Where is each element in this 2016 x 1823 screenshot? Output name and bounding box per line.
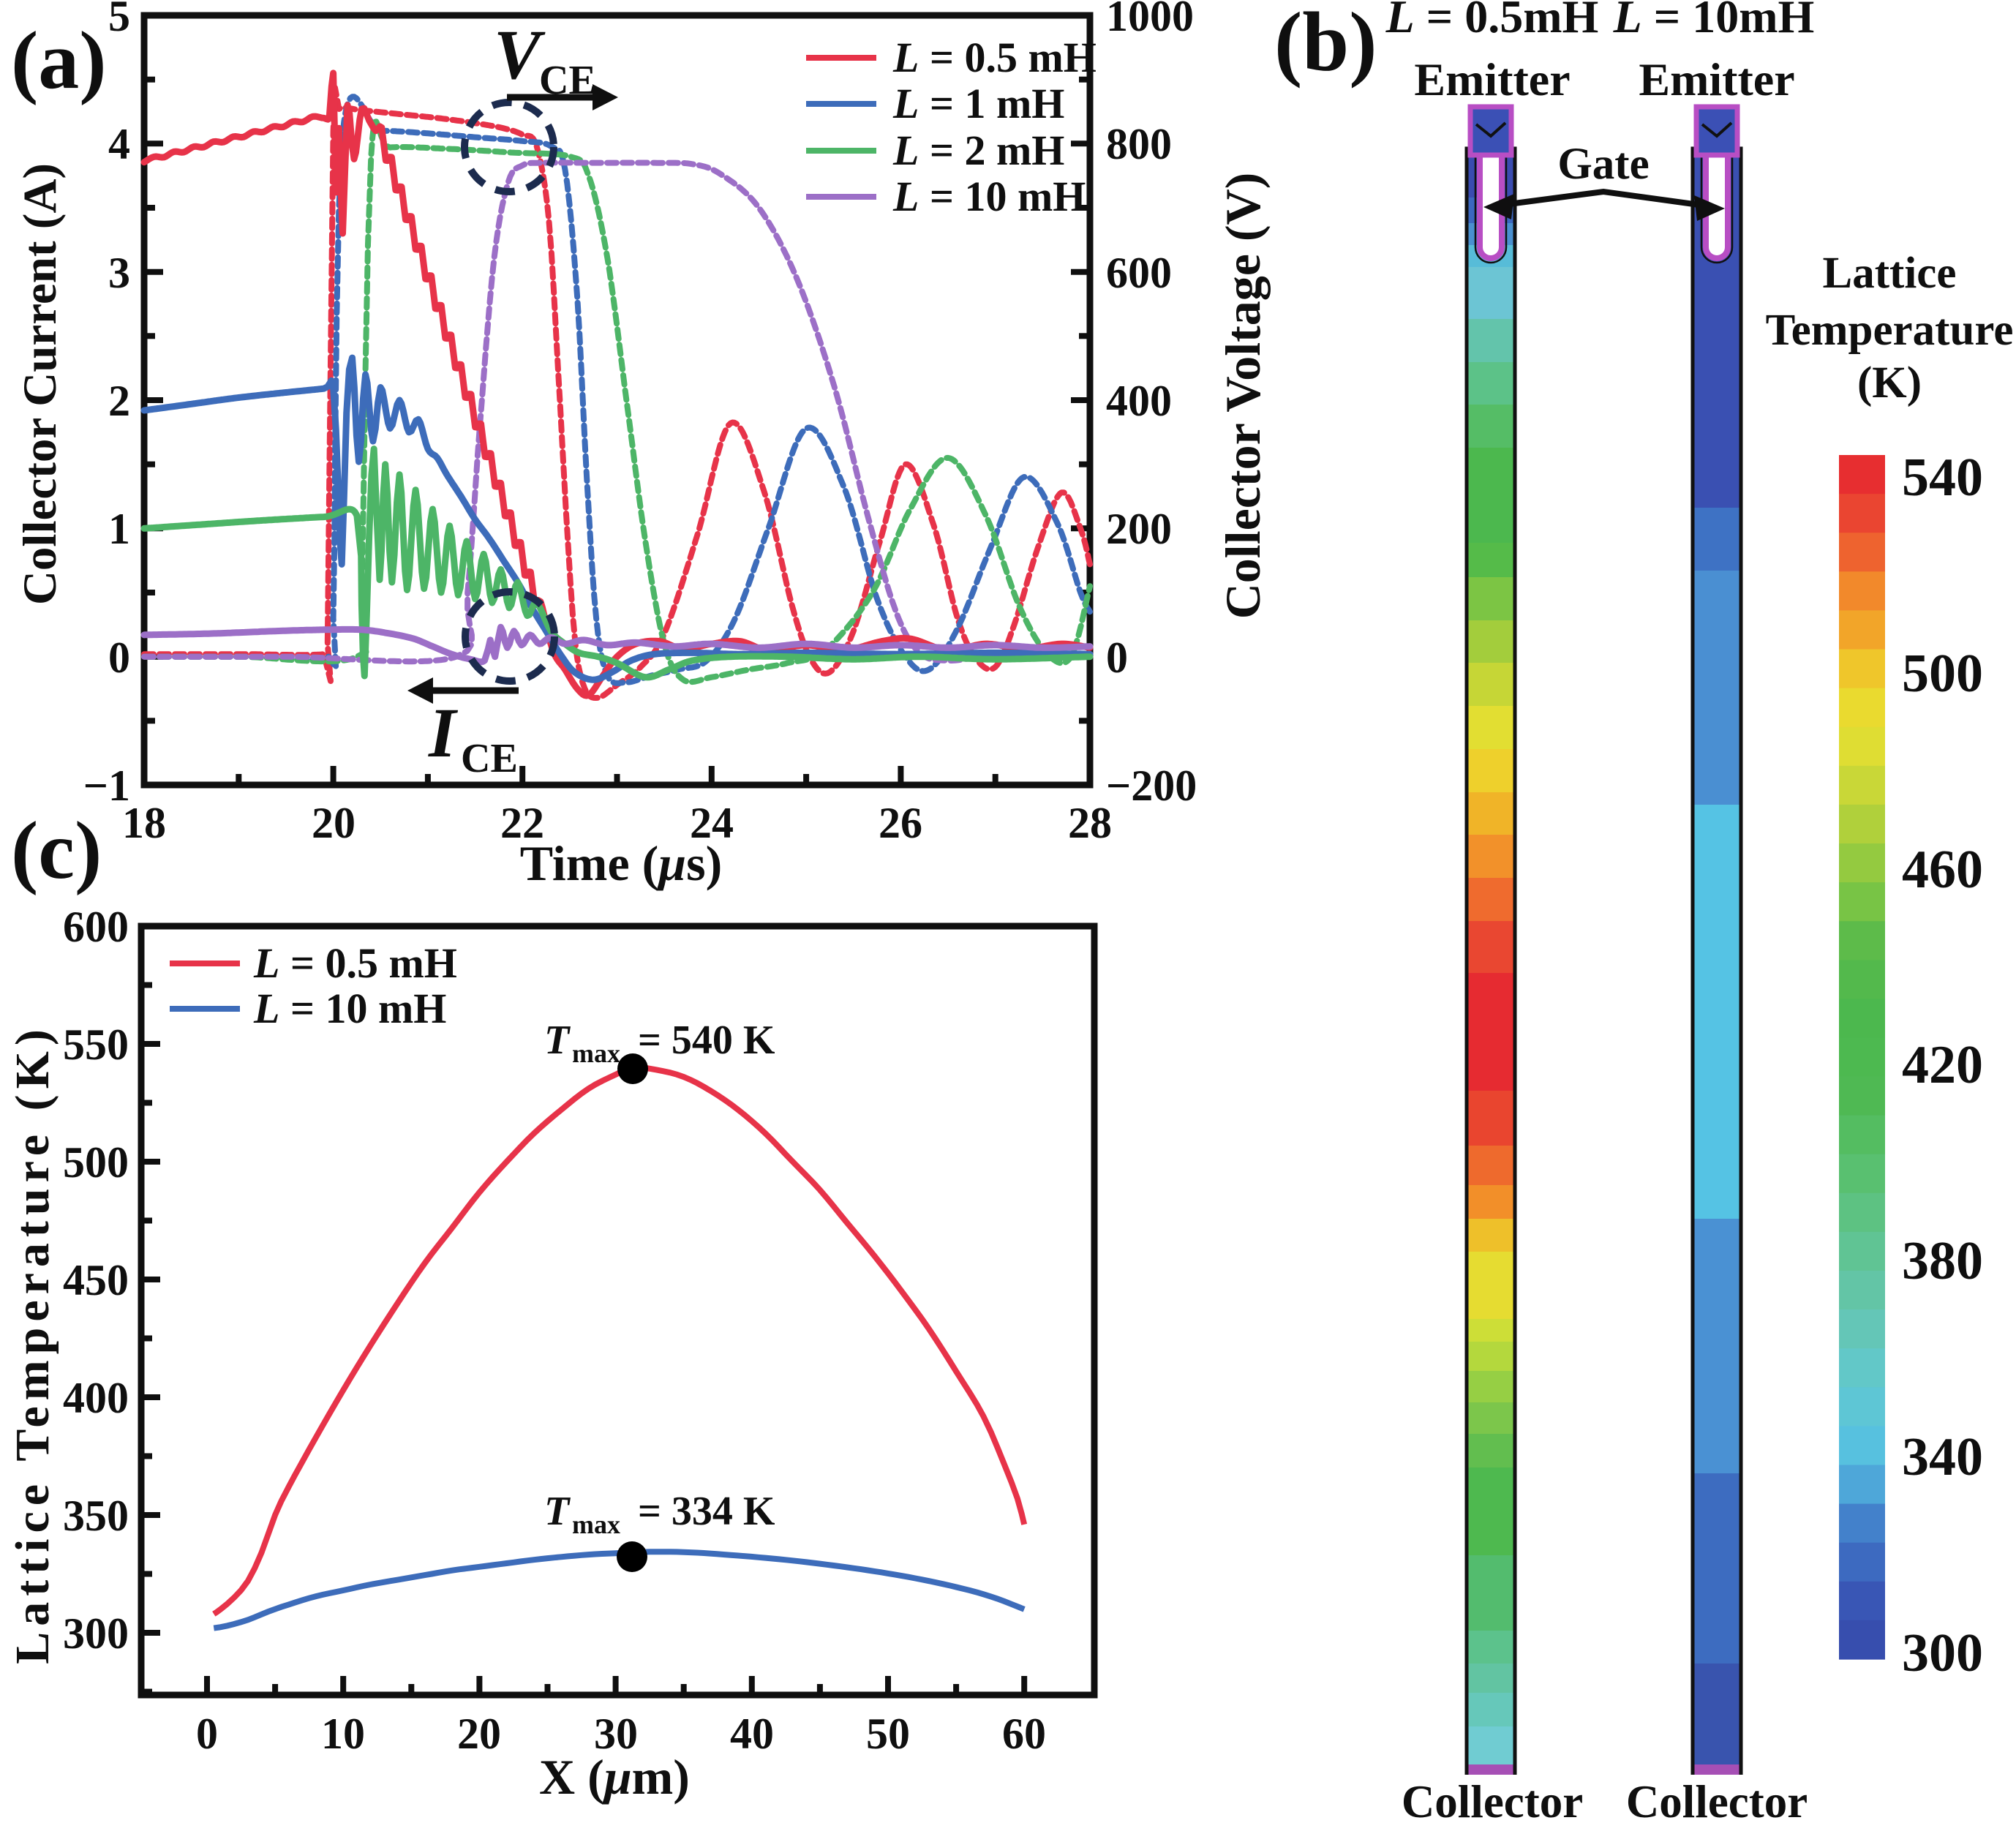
svg-text:0: 0 xyxy=(108,634,130,682)
svg-text:400: 400 xyxy=(1106,377,1172,425)
svg-text:2: 2 xyxy=(108,377,130,425)
svg-text:800: 800 xyxy=(1106,120,1172,168)
svg-text:200: 200 xyxy=(1106,505,1172,553)
svg-text:T: T xyxy=(544,1489,571,1534)
svg-text:600: 600 xyxy=(63,903,129,951)
svg-text:340: 340 xyxy=(1902,1427,1983,1487)
svg-text:0: 0 xyxy=(196,1710,218,1758)
svg-text:3: 3 xyxy=(108,249,130,297)
svg-text:(b): (b) xyxy=(1274,0,1377,89)
svg-text:(c): (c) xyxy=(11,805,102,896)
svg-text:Emitter: Emitter xyxy=(1639,53,1794,105)
svg-text:5: 5 xyxy=(108,0,130,40)
svg-text:460: 460 xyxy=(1902,840,1983,900)
svg-text:L = 0.5mH: L = 0.5mH xyxy=(1385,0,1599,42)
svg-text:(K): (K) xyxy=(1857,358,1922,407)
svg-text:(a): (a) xyxy=(11,15,107,106)
svg-text:20: 20 xyxy=(312,799,356,847)
svg-text:18: 18 xyxy=(122,799,166,847)
svg-text:L = 0.5 mH: L = 0.5 mH xyxy=(892,34,1097,81)
svg-text:26: 26 xyxy=(879,799,922,847)
svg-text:−1: −1 xyxy=(83,762,130,810)
svg-text:Time (μs): Time (μs) xyxy=(520,835,722,891)
svg-text:1000: 1000 xyxy=(1106,0,1194,40)
svg-text:L = 1 mH: L = 1 mH xyxy=(892,80,1064,127)
svg-text:420: 420 xyxy=(1902,1035,1983,1095)
svg-text:L = 2 mH: L = 2 mH xyxy=(892,127,1064,174)
svg-text:Emitter: Emitter xyxy=(1414,53,1570,105)
svg-text:28: 28 xyxy=(1068,799,1112,847)
svg-text:L = 10 mH: L = 10 mH xyxy=(253,985,446,1032)
svg-text:= 334 K: = 334 K xyxy=(638,1489,775,1534)
svg-text:Lattice: Lattice xyxy=(1823,249,1957,298)
svg-text:0: 0 xyxy=(1106,634,1128,682)
svg-text:Temperature: Temperature xyxy=(1766,306,2014,355)
svg-text:4: 4 xyxy=(108,120,130,168)
svg-text:10: 10 xyxy=(321,1710,365,1758)
svg-text:550: 550 xyxy=(63,1020,129,1069)
svg-text:V: V xyxy=(494,15,546,94)
svg-text:500: 500 xyxy=(63,1138,129,1187)
svg-text:Collector Voltage (V): Collector Voltage (V) xyxy=(1215,173,1271,620)
svg-text:350: 350 xyxy=(63,1492,129,1540)
svg-text:50: 50 xyxy=(866,1710,910,1758)
svg-text:300: 300 xyxy=(1902,1623,1983,1683)
svg-text:X (μm): X (μm) xyxy=(539,1749,690,1805)
svg-text:Lattice Temperature (K): Lattice Temperature (K) xyxy=(6,1023,59,1664)
svg-text:380: 380 xyxy=(1902,1231,1983,1291)
svg-text:−200: −200 xyxy=(1106,762,1197,810)
svg-text:22: 22 xyxy=(500,799,544,847)
svg-text:Collector Current (A): Collector Current (A) xyxy=(14,163,67,605)
svg-text:24: 24 xyxy=(690,799,734,847)
svg-text:L = 10 mH: L = 10 mH xyxy=(892,173,1086,220)
svg-text:CE: CE xyxy=(461,736,518,781)
svg-text:60: 60 xyxy=(1002,1710,1046,1758)
svg-text:400: 400 xyxy=(63,1374,129,1422)
svg-text:T: T xyxy=(544,1018,571,1063)
svg-text:1: 1 xyxy=(108,505,130,553)
svg-text:L = 0.5 mH: L = 0.5 mH xyxy=(253,939,457,987)
svg-text:I: I xyxy=(428,694,459,772)
svg-text:30: 30 xyxy=(594,1710,638,1758)
svg-text:540: 540 xyxy=(1902,448,1983,508)
svg-text:max: max xyxy=(572,1039,620,1068)
svg-text:Collector: Collector xyxy=(1626,1776,1808,1819)
svg-text:max: max xyxy=(572,1510,620,1539)
svg-text:Gate: Gate xyxy=(1557,140,1649,189)
svg-text:450: 450 xyxy=(63,1256,129,1304)
svg-text:40: 40 xyxy=(730,1710,774,1758)
svg-text:L = 10mH: L = 10mH xyxy=(1613,0,1815,42)
svg-text:20: 20 xyxy=(457,1710,501,1758)
svg-text:500: 500 xyxy=(1902,644,1983,704)
svg-text:= 540 K: = 540 K xyxy=(638,1018,775,1063)
svg-text:300: 300 xyxy=(63,1609,129,1658)
svg-text:600: 600 xyxy=(1106,249,1172,297)
svg-text:Collector: Collector xyxy=(1402,1776,1583,1819)
